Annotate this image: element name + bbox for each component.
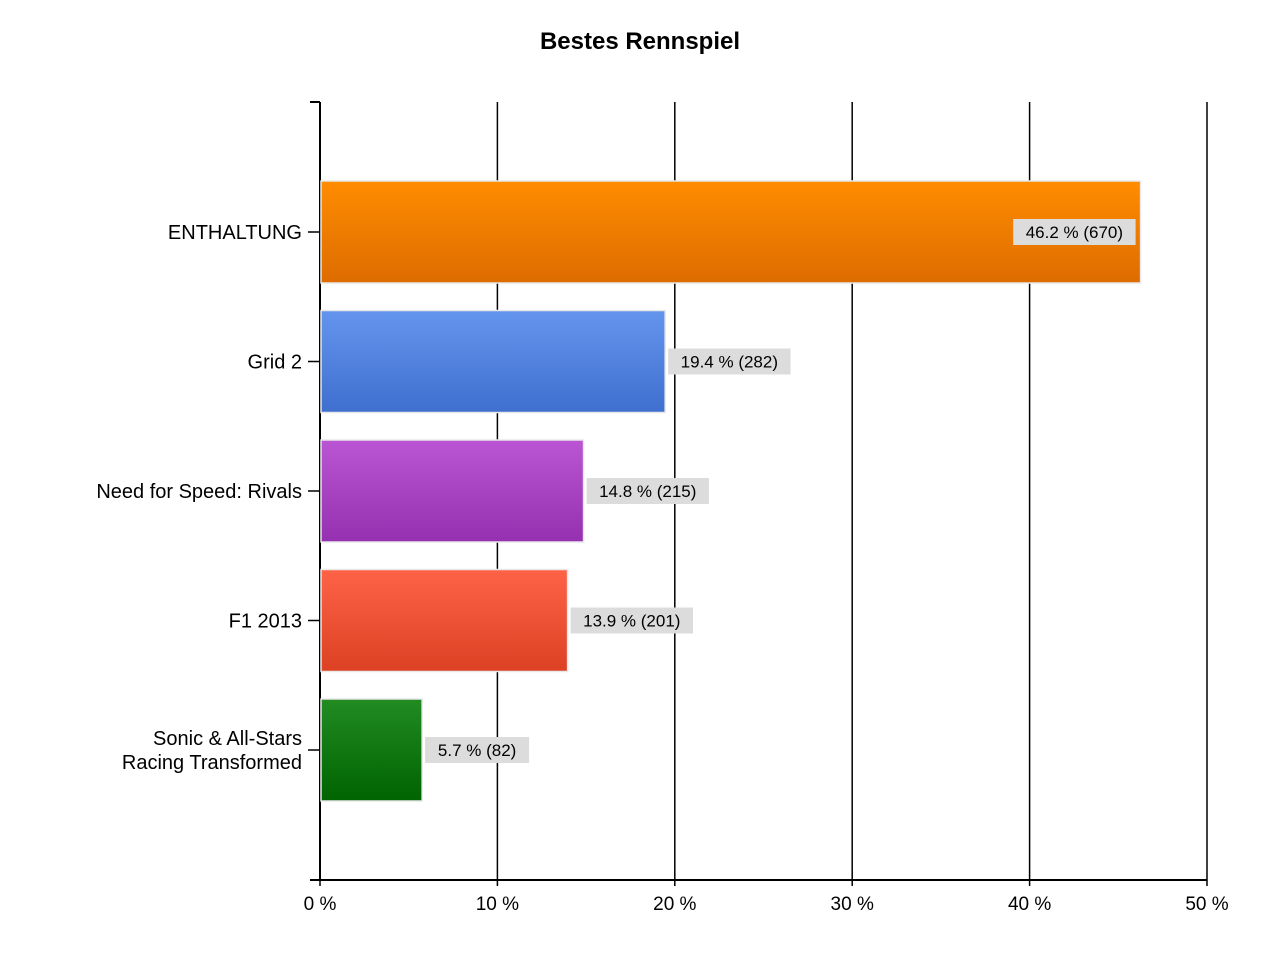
y-tick-label: Sonic & All-Stars bbox=[153, 728, 302, 750]
x-tick-label: 40 % bbox=[1008, 894, 1051, 915]
x-tick-label: 10 % bbox=[476, 894, 519, 915]
tick-labels: 0 % 10 % 20 % 30 % 40 % 50 % ENTHALTUNG Grid 2 N… bbox=[96, 222, 1228, 915]
x-tick-label: 20 % bbox=[653, 894, 696, 915]
data-label-box bbox=[425, 737, 530, 763]
axes bbox=[308, 101, 1207, 881]
y-tick-label: F1 2013 bbox=[229, 611, 302, 633]
x-tick-label: 50 % bbox=[1185, 894, 1228, 915]
x-tick-label: 0 % bbox=[304, 894, 337, 915]
chart-title: Bestes Rennspiel bbox=[539, 28, 741, 55]
bar bbox=[320, 568, 569, 673]
y-tick-label: ENTHALTUNG bbox=[168, 222, 302, 244]
bar bbox=[320, 439, 585, 543]
data-label: 5.7 % (82) bbox=[438, 741, 516, 760]
data-label-box bbox=[586, 478, 709, 504]
data-labels: 46.2 % (670) 19.4 % (282) 14.8 % (215) 13.9… bbox=[425, 219, 1136, 763]
y-tick-label: Racing Transformed bbox=[122, 752, 302, 774]
data-label: 19.4 % (282) bbox=[681, 353, 778, 372]
bar bbox=[320, 309, 666, 414]
data-label-box bbox=[570, 607, 693, 634]
y-tick-label: Grid 2 bbox=[248, 352, 302, 374]
data-label: 14.8 % (215) bbox=[599, 482, 696, 501]
x-tick-label: 30 % bbox=[831, 894, 874, 915]
data-label: 13.9 % (201) bbox=[583, 612, 680, 631]
bar bbox=[320, 698, 423, 802]
bar bbox=[320, 180, 1142, 284]
data-label-box bbox=[1013, 219, 1136, 245]
bars bbox=[320, 180, 1142, 802]
y-tick-label: Need for Speed: Rivals bbox=[96, 481, 302, 503]
data-label: 46.2 % (670) bbox=[1026, 223, 1123, 242]
data-label-box bbox=[668, 348, 791, 375]
